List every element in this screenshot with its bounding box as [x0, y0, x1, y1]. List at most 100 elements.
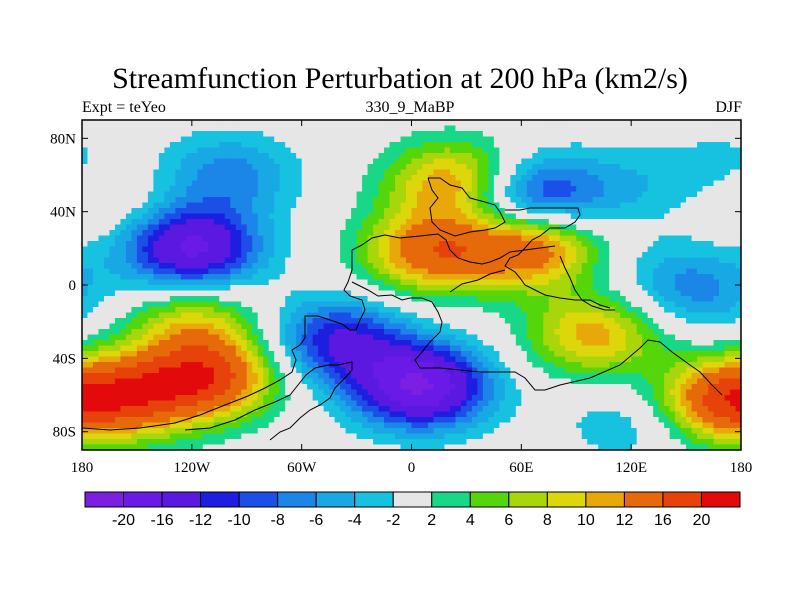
contour-cell	[658, 219, 665, 226]
contour-cell	[658, 169, 665, 176]
contour-cell	[466, 323, 473, 330]
contour-cell	[647, 213, 654, 220]
contour-cell	[686, 318, 693, 325]
contour-cell	[438, 290, 446, 297]
contour-cell	[301, 147, 308, 154]
contour-cell	[87, 230, 94, 237]
contour-cell	[664, 318, 671, 325]
contour-cell	[351, 125, 358, 132]
contour-cell	[526, 263, 533, 270]
contour-cell	[614, 241, 621, 248]
contour-cell	[378, 120, 385, 127]
contour-cell	[664, 120, 671, 127]
contour-cell	[625, 153, 632, 160]
contour-cell	[488, 197, 495, 204]
contour-cell	[164, 301, 171, 308]
contour-cell	[697, 208, 704, 215]
contour-cell	[175, 191, 182, 198]
contour-cell	[131, 197, 138, 204]
contour-cell	[367, 136, 374, 143]
contour-cell	[274, 329, 281, 336]
contour-cell	[158, 230, 165, 237]
contour-cell	[285, 312, 292, 319]
contour-cell	[186, 131, 193, 138]
contour-cell	[735, 131, 741, 138]
contour-cell	[576, 246, 583, 253]
contour-cell	[378, 125, 385, 132]
contour-cell	[548, 268, 555, 275]
contour-cell	[526, 180, 533, 187]
contour-cell	[186, 323, 193, 330]
contour-cell	[543, 180, 550, 187]
contour-cell	[373, 285, 380, 292]
contour-cell	[114, 224, 122, 231]
contour-cell	[384, 180, 391, 187]
contour-cell	[235, 274, 242, 281]
contour-cell	[296, 257, 303, 264]
contour-cell	[493, 246, 500, 253]
contour-cell	[246, 131, 253, 138]
contour-cell	[351, 147, 358, 154]
contour-cell	[235, 197, 242, 204]
contour-cell	[274, 307, 281, 314]
contour-cell	[642, 219, 649, 226]
contour-cell	[713, 219, 720, 226]
contour-cell	[82, 153, 89, 160]
contour-cell	[680, 213, 687, 220]
contour-cell	[153, 312, 160, 319]
contour-cell	[351, 252, 358, 259]
contour-cell	[471, 224, 478, 231]
contour-cell	[680, 224, 687, 231]
contour-cell	[537, 329, 544, 336]
contour-cell	[351, 285, 358, 292]
contour-cell	[296, 318, 303, 325]
contour-cell	[455, 153, 462, 160]
contour-cell	[620, 208, 627, 215]
contour-cell	[735, 307, 741, 314]
contour-cell	[658, 186, 665, 193]
contour-cell	[197, 307, 204, 314]
contour-cell	[290, 301, 297, 308]
contour-cell	[142, 180, 149, 187]
contour-cell	[587, 202, 594, 209]
contour-cell	[202, 235, 209, 242]
contour-cell	[664, 290, 671, 297]
contour-cell	[208, 169, 215, 176]
contour-cell	[559, 153, 566, 160]
contour-cell	[482, 131, 489, 138]
contour-cell	[581, 290, 588, 297]
contour-cell	[416, 252, 424, 259]
contour-cell	[543, 125, 550, 132]
contour-cell	[675, 257, 682, 264]
contour-cell	[131, 213, 138, 220]
contour-cell	[515, 334, 522, 341]
contour-cell	[647, 147, 654, 154]
contour-cell	[263, 307, 270, 314]
contour-cell	[158, 169, 165, 176]
contour-cell	[191, 208, 198, 215]
contour-cell	[570, 334, 577, 341]
contour-cell	[103, 164, 111, 171]
contour-cell	[307, 180, 314, 187]
contour-cell	[559, 290, 566, 297]
contour-cell	[658, 318, 665, 325]
contour-cell	[603, 318, 610, 325]
contour-cell	[515, 290, 522, 297]
contour-cell	[515, 230, 522, 237]
contour-cell	[235, 268, 242, 275]
contour-cell	[351, 329, 358, 336]
contour-cell	[312, 290, 319, 297]
contour-cell	[406, 268, 413, 275]
contour-cell	[576, 230, 583, 237]
contour-cell	[345, 329, 352, 336]
contour-cell	[576, 263, 583, 270]
contour-cell	[263, 329, 270, 336]
contour-cell	[125, 235, 133, 242]
contour-cell	[587, 230, 594, 237]
contour-cell	[395, 125, 402, 132]
contour-cell	[730, 158, 737, 165]
contour-cell	[120, 285, 127, 292]
contour-cell	[482, 153, 489, 160]
contour-cell	[697, 191, 704, 198]
contour-cell	[142, 268, 149, 275]
